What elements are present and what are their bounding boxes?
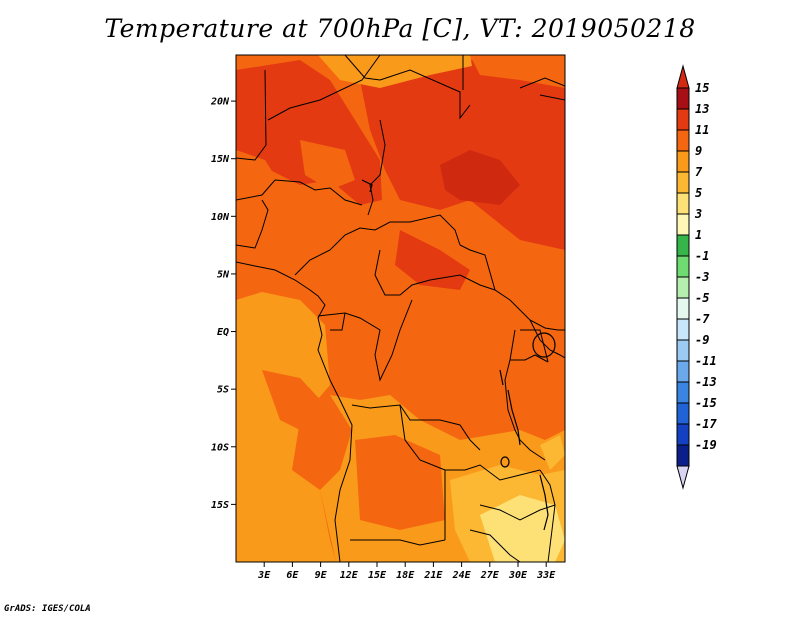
lat-tick-label: 20N — [210, 97, 230, 108]
lon-tick-label: 24E — [452, 570, 472, 581]
latitude-axis: 20N 15N 10N 5N EQ 5S 10S 15S — [210, 97, 236, 511]
lake-mweru — [500, 456, 510, 468]
colorbar-label: -17 — [695, 417, 717, 431]
colorbar-label: 5 — [695, 186, 702, 200]
colorbar-label: 1 — [695, 228, 702, 242]
colorbar-label: -5 — [695, 291, 709, 305]
colorbar-segment — [676, 339, 690, 362]
colorbar-segment — [676, 87, 690, 110]
colorbar-label: -9 — [695, 333, 709, 347]
colorbar-segment — [676, 402, 690, 425]
map-frame — [235, 54, 566, 563]
shade-n-warm11-patch — [300, 140, 355, 190]
colorbar-label: -19 — [695, 438, 717, 452]
grads-credit: GrADS: IGES/COLA — [4, 604, 91, 614]
shade-angola-orange — [355, 435, 445, 530]
colorbar-label: -11 — [695, 354, 717, 368]
colorbar-segment — [676, 360, 690, 383]
map-title: Temperature at 700hPa [C], VT: 201905021… — [104, 14, 696, 43]
lat-tick-label: 15N — [211, 154, 230, 165]
colorbar-segment — [676, 444, 690, 467]
lon-tick-label: 12E — [340, 570, 359, 581]
shade-se-warm5 — [480, 495, 565, 562]
shade-w-warm11 — [236, 150, 290, 245]
lake-malawi — [539, 474, 549, 531]
lat-tick-label: 5S — [217, 385, 229, 396]
colorbar-segment — [676, 255, 690, 278]
lon-tick-label: 3E — [257, 570, 271, 581]
colorbar-segment — [676, 297, 690, 320]
colorbar-segment — [676, 276, 690, 299]
lon-tick-label: 27E — [480, 570, 500, 581]
lat-tick-label: 15S — [211, 500, 229, 511]
colorbar-top-arrow — [676, 64, 690, 89]
lon-tick-label: 9E — [315, 570, 328, 581]
lon-tick-label: 15E — [368, 570, 387, 581]
longitude-axis: 3E 6E 9E 12E 15E 18E 21E 24E 27E 30E 33E — [257, 562, 556, 581]
colorbar-label: 15 — [695, 81, 709, 95]
lat-tick-label: 10N — [211, 212, 230, 223]
shade-n-warm9-top — [318, 55, 472, 88]
colorbar-label: -1 — [695, 249, 709, 263]
colorbar-segment — [676, 150, 690, 173]
lon-tick-label: 30E — [508, 570, 528, 581]
lon-tick-label: 6E — [286, 570, 299, 581]
colorbar-label: -15 — [695, 396, 717, 410]
colorbar-segment — [676, 192, 690, 215]
colorbar-label: -3 — [695, 270, 709, 284]
lat-tick-label: 5N — [217, 269, 230, 280]
colorbar-label: 9 — [695, 144, 702, 158]
colorbar-segment — [676, 423, 690, 446]
temperature-field — [236, 55, 565, 562]
colorbar-label: -13 — [695, 375, 717, 389]
lon-tick-label: 18E — [396, 570, 415, 581]
colorbar-label: 3 — [694, 207, 702, 221]
lake-kivu — [499, 369, 504, 386]
shade-n-warm15 — [440, 150, 520, 205]
colorbar-segment — [676, 318, 690, 341]
lake-victoria — [532, 332, 556, 358]
lat-tick-label: EQ — [217, 327, 229, 338]
colorbar-segment — [676, 213, 690, 236]
colorbar-label: -7 — [695, 312, 710, 326]
lake-chad — [361, 179, 373, 193]
colorbar-segment — [676, 129, 690, 152]
lon-tick-label: 21E — [423, 570, 443, 581]
colorbar-segment — [676, 234, 690, 257]
colorbar-segment — [676, 171, 690, 194]
colorbar-label: 11 — [695, 123, 709, 137]
colorbar-bottom-arrow — [676, 465, 690, 490]
lakes — [361, 179, 556, 531]
lake-tanganyika — [507, 389, 521, 446]
lat-tick-label: 10S — [211, 442, 229, 453]
shade-central-warm13 — [395, 230, 470, 290]
colorbar-label: 13 — [695, 102, 709, 116]
colorbar-segment — [676, 381, 690, 404]
country-borders — [236, 55, 565, 562]
shade-sw-warm9 — [236, 292, 336, 562]
shade-sw-orange — [262, 370, 330, 440]
colorbar-label: 7 — [695, 165, 703, 179]
lon-tick-label: 33E — [536, 570, 556, 581]
colorbar-segment — [676, 108, 690, 131]
shade-se-warm7-inner — [540, 435, 565, 470]
colorbar: 15 13 11 9 7 5 3 1 -1 -3 -5 -7 -9 -11 -13 -15 -17 -19 — [676, 64, 717, 490]
